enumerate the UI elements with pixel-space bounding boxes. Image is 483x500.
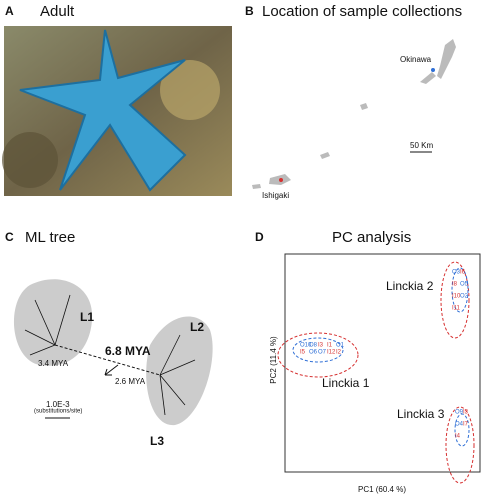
point-label: I3 [318,343,324,349]
place-label: Okinawa [400,55,432,64]
plot-frame [284,253,481,473]
point-label: O1 [336,343,345,349]
point-label: I6 [460,270,466,276]
panel-title: Location of sample collections [262,3,462,20]
group-label: Linckia 2 [386,279,434,293]
point-label: I11 [452,306,461,312]
point-label: O3 [452,270,461,276]
clade-label: L3 [150,434,164,448]
point-label: O8 [309,343,318,349]
place-label: Ishigaki [262,191,289,200]
panel-letter: B [245,4,254,18]
panel-letter: C [5,230,14,244]
clade-label: L2 [190,320,204,334]
point-label: I12 [327,350,336,356]
panel-title: ML tree [25,229,75,246]
scale-label: 50 Km [410,141,433,150]
point-label: O5 [460,282,469,288]
age-label: 6.8 MYA [105,344,151,358]
panel-title: Adult [40,3,75,20]
panel-letter: D [255,230,264,244]
point-label: I4 [455,434,461,440]
point-label: O10 [300,343,312,349]
point-label: I5 [300,350,306,356]
point-label: I8 [452,282,458,288]
clade-label: L1 [80,310,94,324]
panel-title: PC analysis [332,229,411,246]
point-label: I3 [463,410,469,416]
point-label: O2 [460,294,469,300]
site-marker [431,68,435,72]
point-label: I1 [327,343,333,349]
point-label: I7 [463,422,469,428]
panel-letter: A [5,4,14,18]
point-label: O7 [318,350,327,356]
y-axis-label: PC2 (11.4 %) [269,336,278,384]
photo [2,26,232,196]
point-label: I2 [336,350,342,356]
point-label: O6 [309,350,318,356]
point-label: I10 [452,294,461,300]
age-label: 2.6 MYA [115,377,146,386]
group-label: Linckia 1 [322,376,370,390]
site-marker [279,178,283,182]
map [252,39,456,189]
x-axis-label: PC1 (60.4 %) [358,485,406,494]
age-label: 3.4 MYA [38,359,69,368]
group-label: Linckia 3 [397,407,445,421]
group-ellipses [277,261,475,484]
scale-label: 1.0E-3 [46,400,70,409]
point-label: O9 [455,410,464,416]
tree [13,279,213,426]
point-label: O4 [455,422,464,428]
scale-unit: (substitutions/site) [34,409,82,415]
